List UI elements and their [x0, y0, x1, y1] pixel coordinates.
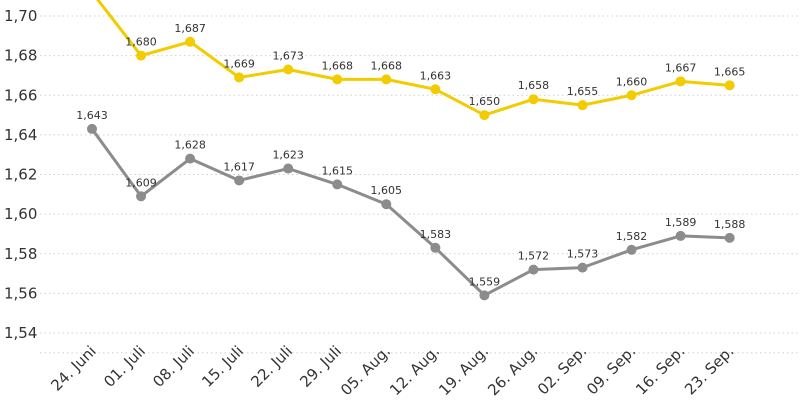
- data-label-grey: 1,609: [125, 176, 157, 189]
- point-grey: [430, 242, 441, 253]
- data-label-yellow: 1,658: [518, 79, 550, 92]
- data-label-grey: 1,643: [76, 109, 108, 122]
- x-tick-label: 19. Aug.: [435, 342, 492, 399]
- series-line-grey: [90, 128, 730, 297]
- point-yellow: [185, 36, 196, 47]
- point-yellow: [528, 94, 539, 105]
- data-label-yellow: 1,668: [371, 59, 403, 72]
- data-label-yellow: 1,665: [714, 65, 746, 78]
- point-yellow: [724, 80, 735, 91]
- point-grey: [724, 232, 735, 243]
- y-tick-label: 1,54: [4, 324, 37, 342]
- x-tick-label: 16. Sep.: [632, 342, 688, 398]
- x-tick-label: 29. Juli: [296, 342, 345, 391]
- data-label-grey: 1,588: [714, 218, 746, 231]
- data-label-yellow: 1,667: [665, 61, 697, 74]
- point-grey: [626, 244, 637, 255]
- y-tick-label: 1,62: [4, 166, 37, 184]
- data-label-grey: 1,573: [567, 248, 599, 261]
- point-grey: [332, 179, 343, 190]
- series-line-yellow: [96, 0, 730, 117]
- data-label-grey: 1,615: [322, 164, 354, 177]
- point-grey: [577, 262, 588, 273]
- point-grey: [185, 153, 196, 164]
- x-tick-label: 15. Juli: [198, 342, 247, 391]
- data-label-grey: 1,617: [223, 160, 255, 173]
- point-grey: [528, 264, 539, 275]
- y-tick-label: 1,58: [4, 245, 37, 263]
- x-tick-label: 01. Juli: [100, 342, 149, 391]
- point-yellow: [381, 74, 392, 85]
- point-yellow: [479, 110, 490, 121]
- data-label-grey: 1,582: [616, 230, 648, 243]
- x-tick-label: 09. Sep.: [583, 342, 639, 398]
- point-yellow: [136, 50, 147, 61]
- x-tick-label: 26. Aug.: [484, 342, 541, 399]
- data-label-grey: 1,589: [665, 216, 697, 229]
- point-yellow: [675, 76, 686, 87]
- x-tick-label: 24. Juni: [47, 342, 99, 394]
- x-tick-label: 02. Sep.: [534, 342, 590, 398]
- data-label-yellow: 1,660: [616, 75, 648, 88]
- data-label-grey: 1,572: [518, 250, 550, 263]
- point-grey: [675, 230, 686, 241]
- data-label-grey: 1,628: [174, 139, 206, 152]
- data-label-yellow: 1,655: [567, 85, 599, 98]
- data-label-grey: 1,605: [371, 184, 403, 197]
- point-yellow: [430, 84, 441, 95]
- x-tick-label: 23. Sep.: [681, 342, 737, 398]
- data-label-grey: 1,559: [469, 275, 501, 288]
- data-label-yellow: 1,668: [322, 59, 354, 72]
- data-label-grey: 1,623: [272, 149, 304, 162]
- data-label-yellow: 1,669: [223, 57, 255, 70]
- x-tick-label: 05. Aug.: [337, 342, 394, 399]
- data-label-yellow: 1,663: [420, 69, 452, 82]
- point-grey: [479, 290, 490, 301]
- data-label-yellow: 1,673: [272, 49, 304, 62]
- point-grey: [381, 199, 392, 210]
- data-label-yellow: 1,680: [125, 36, 157, 49]
- x-tick-label: 22. Juli: [247, 342, 296, 391]
- point-yellow: [626, 90, 637, 101]
- y-tick-label: 1,66: [4, 86, 37, 104]
- point-yellow: [234, 72, 245, 83]
- data-label-yellow: 1,650: [469, 95, 501, 108]
- point-grey: [283, 163, 294, 174]
- point-grey: [234, 175, 245, 186]
- y-tick-label: 1,56: [4, 284, 37, 302]
- x-tick-label: 08. Juli: [149, 342, 198, 391]
- y-tick-label: 1,60: [4, 205, 37, 223]
- point-yellow: [283, 64, 294, 75]
- point-yellow: [332, 74, 343, 85]
- data-label-grey: 1,583: [420, 228, 452, 241]
- x-tick-label: 12. Aug.: [386, 342, 443, 399]
- y-tick-label: 1,64: [4, 126, 37, 144]
- point-grey: [87, 123, 97, 134]
- data-label-yellow: 1,687: [174, 22, 206, 35]
- y-tick-label: 1,68: [4, 47, 37, 65]
- point-yellow: [577, 100, 588, 111]
- point-grey: [136, 191, 147, 202]
- y-tick-label: 1,70: [4, 7, 37, 25]
